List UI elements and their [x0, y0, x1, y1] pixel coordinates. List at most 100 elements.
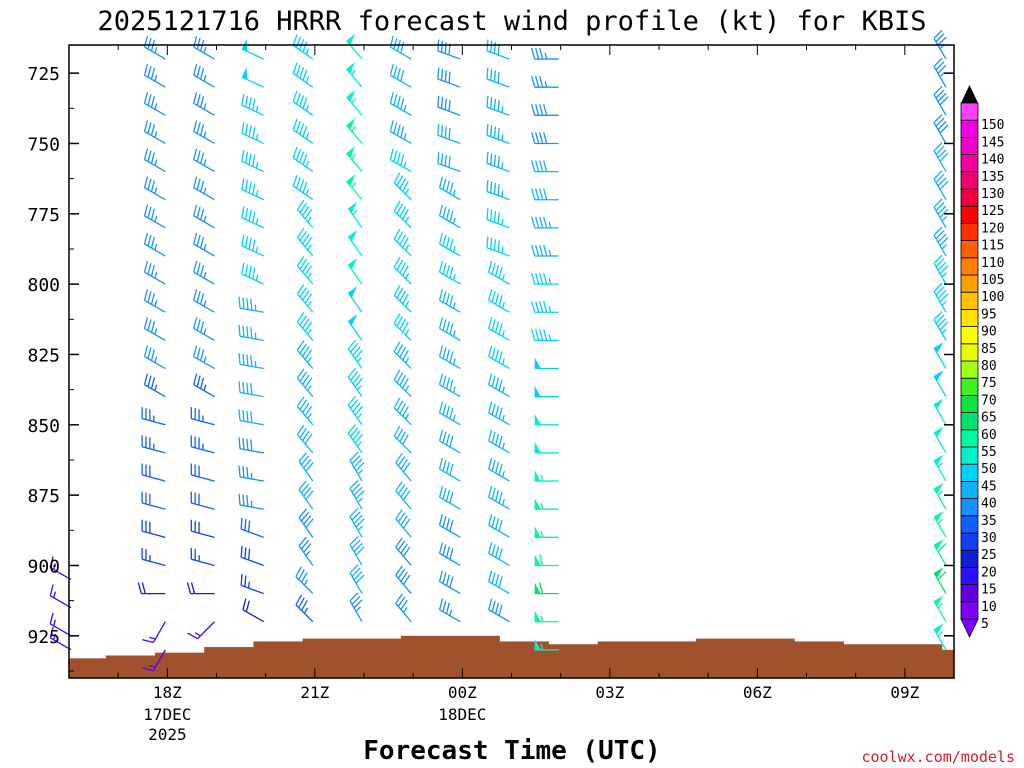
- barb-staff: [49, 637, 72, 651]
- barb-flag: [396, 203, 404, 215]
- barb-half-flag: [540, 615, 544, 622]
- barb-flag: [444, 70, 447, 82]
- y-tick-label: 775: [27, 205, 60, 226]
- barb-flag: [351, 595, 361, 605]
- barb-flag: [143, 148, 149, 160]
- wind-barb: [438, 457, 461, 482]
- wind-barb: [142, 649, 166, 672]
- barb-flag: [438, 204, 444, 217]
- barb-flag: [933, 170, 943, 180]
- barb-half-flag: [154, 328, 158, 335]
- colorbar-bottom-arrow: [960, 618, 979, 638]
- barb-half-flag: [351, 182, 356, 188]
- barb-flag: [150, 377, 156, 389]
- colorbar-label: 35: [981, 514, 997, 529]
- barb-flag: [399, 431, 407, 442]
- barb-flag: [302, 374, 310, 385]
- barb-half-flag: [154, 187, 158, 194]
- terrain-segment: [155, 652, 205, 678]
- wind-barb: [241, 262, 264, 285]
- barb-half-flag: [307, 356, 312, 363]
- barb-flag: [292, 118, 298, 130]
- barb-flag: [147, 262, 152, 275]
- wind-barb: [488, 514, 510, 538]
- colorbar-swatch: [960, 188, 979, 207]
- wind-barb: [240, 545, 264, 567]
- barb-flag: [438, 289, 444, 301]
- wind-barb: [190, 435, 215, 454]
- wind-barb: [241, 121, 264, 145]
- barb-flag: [438, 401, 444, 413]
- wind-barb: [534, 610, 559, 623]
- barb-flag: [302, 318, 310, 329]
- barb-flag: [444, 154, 447, 167]
- barb-flag: [445, 490, 451, 502]
- barb-flag: [442, 347, 447, 359]
- wind-barb: [531, 301, 559, 313]
- barb-flag: [247, 520, 251, 532]
- barb-flag: [444, 42, 447, 54]
- wind-barb: [438, 176, 461, 201]
- barb-flag: [351, 539, 361, 549]
- x-tick-label: 18Z: [153, 683, 182, 702]
- barb-half-flag: [357, 469, 363, 475]
- wind-barb: [193, 317, 215, 341]
- barb-flag: [498, 266, 503, 279]
- barb-flag: [498, 435, 503, 448]
- barb-flag: [352, 430, 361, 441]
- barb-flag: [497, 99, 500, 112]
- barb-flag: [393, 172, 401, 184]
- barb-half-flag: [501, 302, 505, 309]
- wind-barb: [395, 537, 412, 566]
- barb-flag: [147, 122, 152, 134]
- barb-flag: [350, 427, 359, 437]
- barb-half-flag: [307, 413, 312, 420]
- colorbar-label: 125: [981, 204, 1004, 219]
- y-axis: 725 750 775 800 825 850 875 900 925: [27, 64, 954, 672]
- colorbar-swatch: [960, 360, 979, 379]
- barb-flag: [495, 321, 500, 333]
- x-axis-label: Forecast Time (UTC): [363, 736, 660, 766]
- barb-flag: [498, 407, 503, 419]
- terrain-segment: [597, 641, 697, 678]
- barb-flag: [491, 459, 496, 472]
- barb-half-flag: [452, 414, 456, 421]
- barb-half-flag: [501, 218, 504, 226]
- barb-flag: [440, 40, 444, 53]
- barb-flag: [396, 428, 404, 440]
- colorbar-label: 5: [981, 617, 989, 632]
- barb-flag: [305, 462, 314, 472]
- wind-barb: [193, 232, 215, 257]
- barb-flag: [449, 520, 454, 532]
- barb-flag: [354, 377, 363, 388]
- barb-flag: [298, 536, 307, 547]
- barb-flag: [535, 160, 540, 172]
- barb-flag: [143, 373, 149, 385]
- barb-half-flag: [404, 272, 410, 279]
- barb-flag: [252, 211, 256, 223]
- colorbar-swatch: [960, 136, 979, 155]
- wind-barb: [438, 570, 461, 595]
- wind-barb: [933, 426, 947, 454]
- barb-flag: [400, 126, 405, 138]
- barb-half-flag: [548, 249, 552, 257]
- barb-flag: [539, 76, 544, 88]
- barb-half-flag: [203, 131, 207, 138]
- wind-barb: [438, 429, 461, 454]
- wind-barb: [437, 95, 461, 116]
- barb-flag: [238, 296, 241, 309]
- wind-barb: [349, 451, 365, 482]
- barb-flag: [296, 424, 305, 435]
- terrain-segment: [400, 635, 500, 678]
- barb-flag: [543, 301, 548, 313]
- barb-flag: [399, 234, 407, 246]
- barb-flag: [933, 85, 943, 96]
- barb-flag: [299, 287, 308, 298]
- barb-half-flag: [154, 271, 158, 279]
- colorbar-swatch: [960, 601, 979, 620]
- barb-flag: [200, 293, 205, 305]
- wind-barb: [193, 289, 215, 313]
- barb-flag: [935, 201, 945, 212]
- barb-flag: [939, 293, 949, 303]
- barb-flag: [395, 452, 403, 464]
